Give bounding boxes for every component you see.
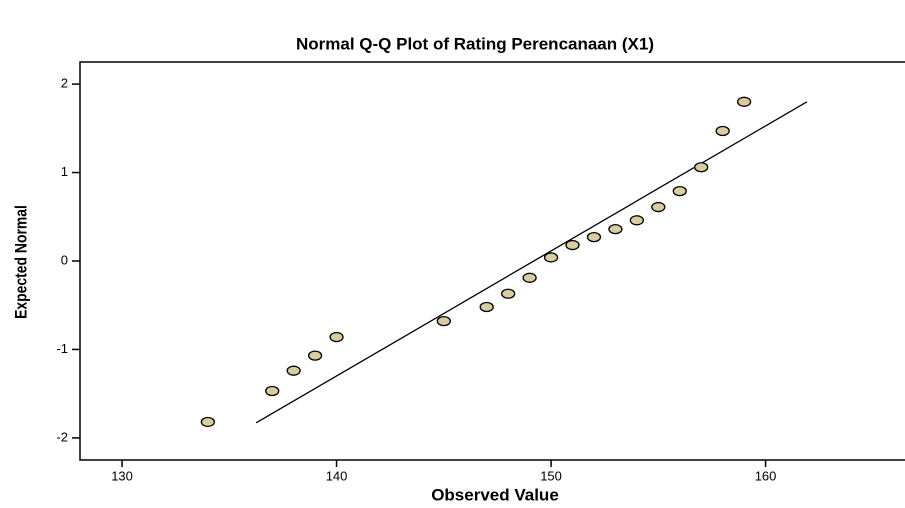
point xyxy=(522,272,537,283)
reference-line xyxy=(255,101,808,424)
x-axis-label: Observed Value xyxy=(431,485,559,504)
point xyxy=(651,201,666,213)
y-tick-label: 1 xyxy=(61,164,68,179)
y-tick-label: -2 xyxy=(56,429,68,444)
point xyxy=(715,125,730,137)
point xyxy=(329,331,344,343)
point xyxy=(629,215,645,226)
plot-frame xyxy=(79,61,905,461)
point xyxy=(672,185,687,197)
point xyxy=(479,301,494,313)
point xyxy=(307,350,323,361)
chart-title: Normal Q-Q Plot of Rating Perencanaan (X… xyxy=(296,34,654,53)
point xyxy=(436,315,451,327)
x-tick-label: 130 xyxy=(111,468,133,483)
point xyxy=(286,365,301,376)
point xyxy=(543,252,559,263)
y-tick-label: -1 xyxy=(56,341,68,356)
y-axis-label: Expected Normal xyxy=(12,205,31,319)
point xyxy=(586,231,602,243)
x-tick-label: 160 xyxy=(755,468,777,483)
point xyxy=(608,224,623,235)
point xyxy=(501,288,516,299)
point xyxy=(200,416,215,428)
y-tick-label: 0 xyxy=(61,252,68,267)
y-tick-label: 2 xyxy=(61,76,68,91)
point xyxy=(694,162,709,173)
point xyxy=(265,385,280,397)
point xyxy=(565,239,580,251)
point xyxy=(736,96,752,107)
x-tick-label: 150 xyxy=(540,468,562,483)
x-tick-label: 140 xyxy=(326,468,348,483)
